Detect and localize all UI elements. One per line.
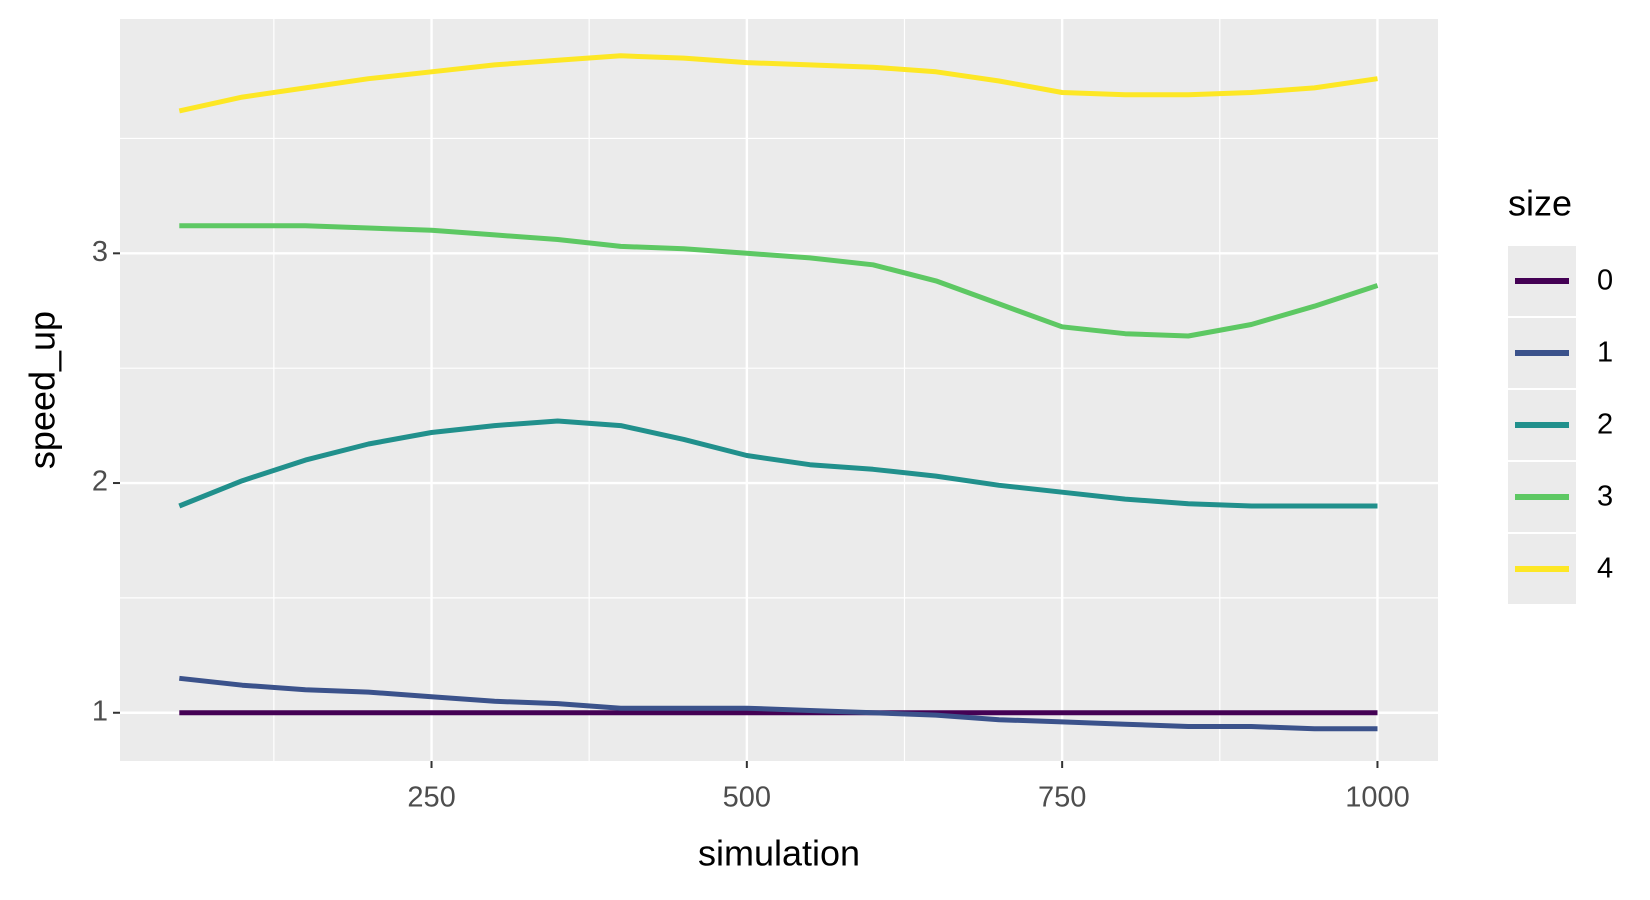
x-axis-title: simulation bbox=[698, 833, 860, 874]
legend-label: 0 bbox=[1597, 265, 1613, 297]
series-line bbox=[179, 675, 1378, 732]
legend-title: size bbox=[1508, 183, 1572, 224]
legend-label: 2 bbox=[1597, 409, 1613, 441]
x-tick-label: 750 bbox=[1038, 782, 1086, 814]
x-tick-label: 250 bbox=[407, 782, 455, 814]
legend-label: 3 bbox=[1597, 481, 1613, 513]
y-tick-label: 3 bbox=[92, 236, 108, 268]
series-line bbox=[178, 418, 1378, 509]
legend-label: 1 bbox=[1597, 337, 1613, 369]
series-line bbox=[179, 223, 1379, 339]
x-tick-label: 1000 bbox=[1345, 782, 1410, 814]
panel bbox=[120, 19, 1438, 761]
y-tick-label: 1 bbox=[92, 695, 108, 727]
series-line bbox=[178, 53, 1378, 114]
y-tick-label: 2 bbox=[92, 466, 108, 498]
y-axis-title: speed_up bbox=[22, 311, 63, 469]
legend-label: 4 bbox=[1597, 553, 1613, 585]
x-tick-label: 500 bbox=[723, 782, 771, 814]
